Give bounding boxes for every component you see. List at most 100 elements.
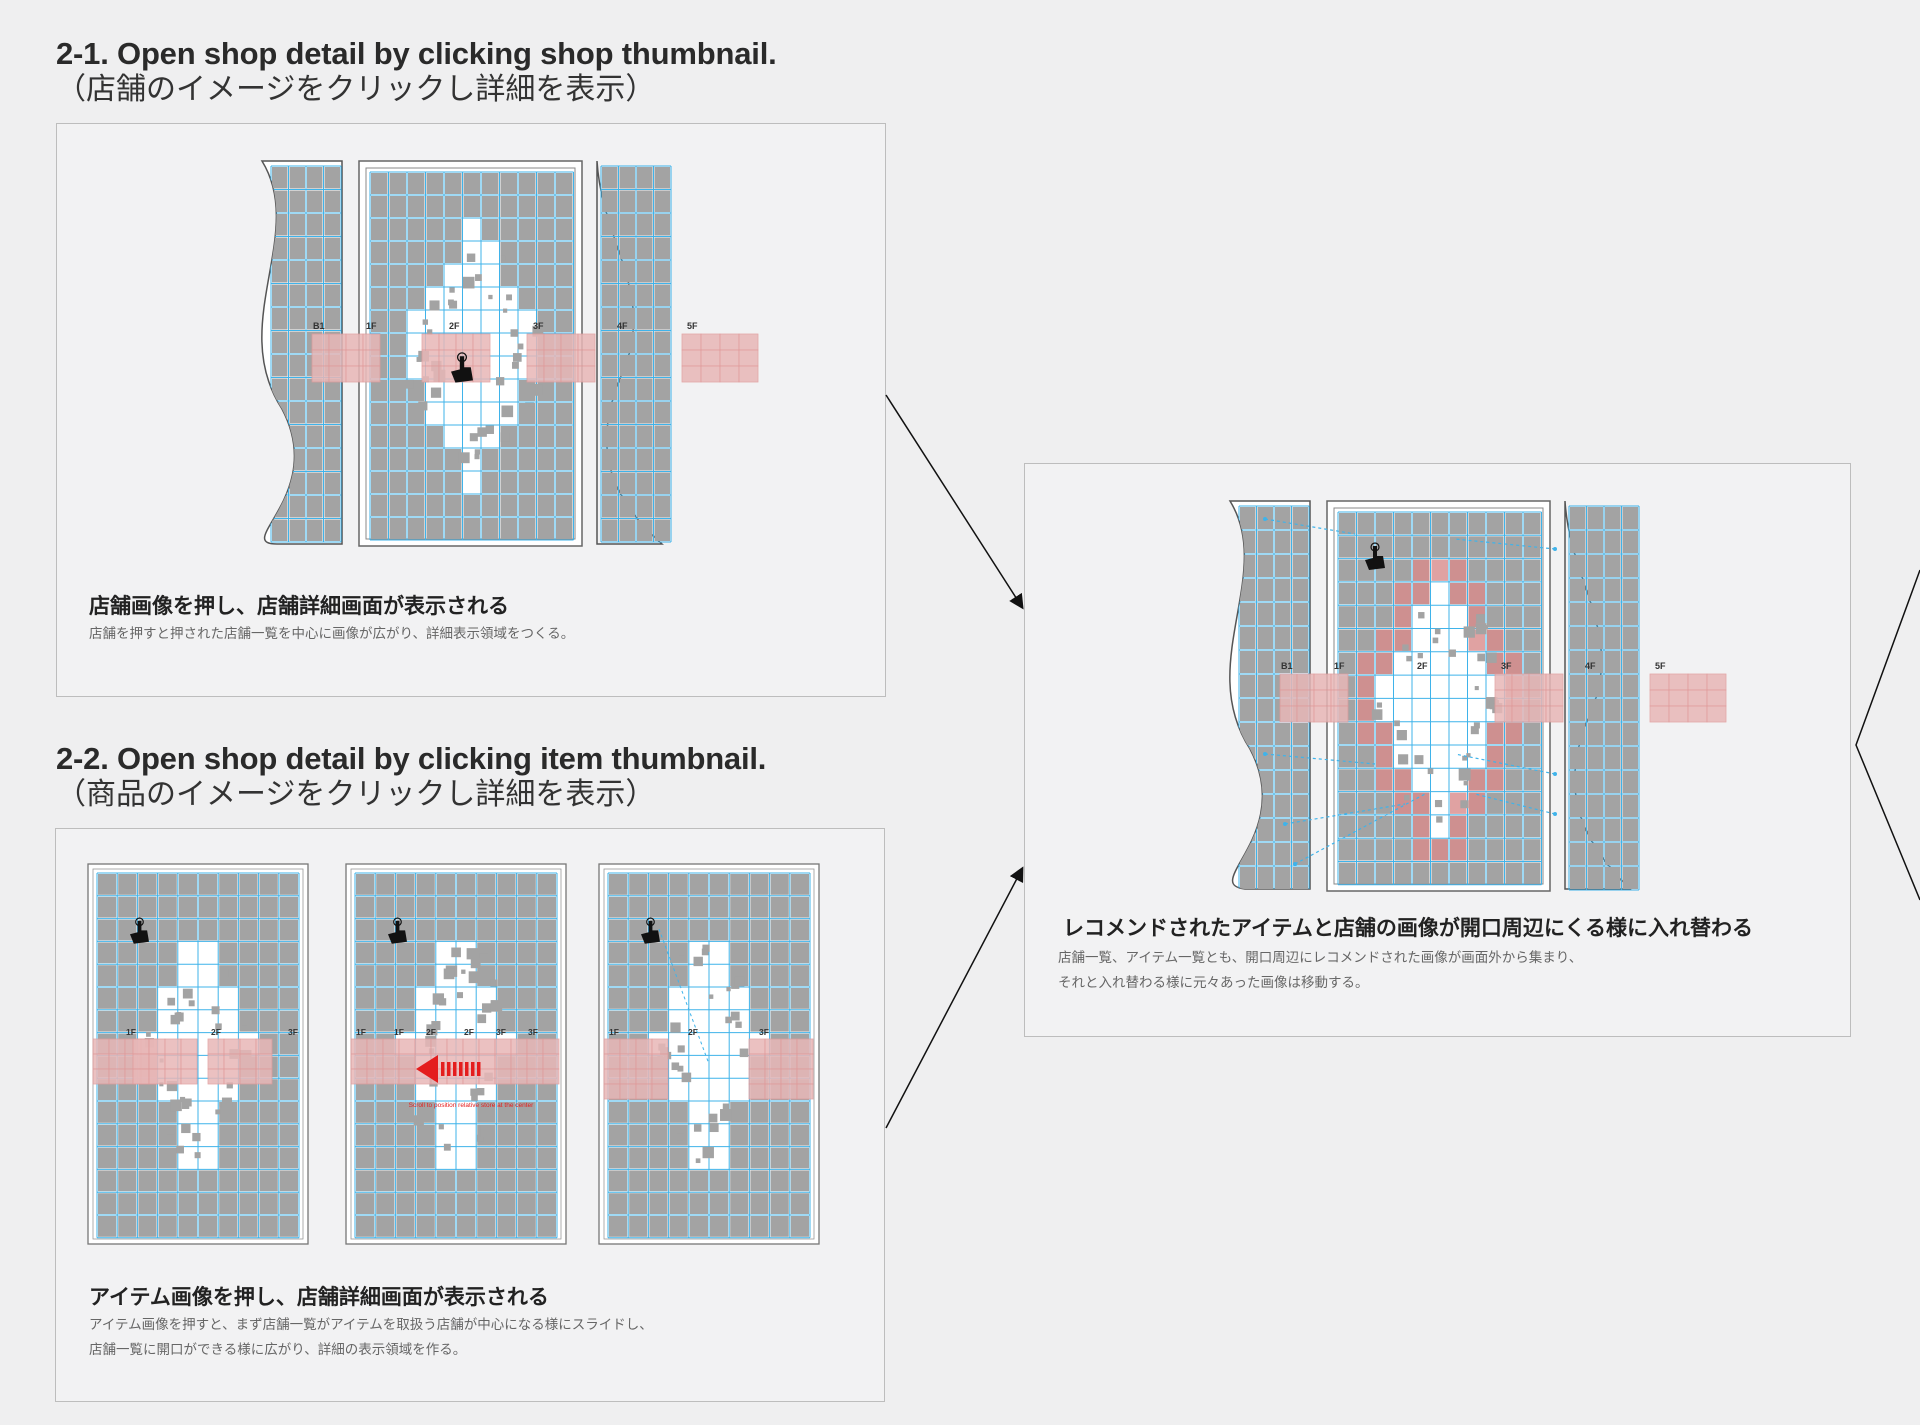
tile [1357,582,1374,605]
recommend-tile [1431,839,1448,861]
tile [422,319,429,325]
tile [637,284,653,306]
tile [602,378,618,400]
recommend-tile [1413,559,1430,581]
tile [609,874,628,895]
highlight-tile [1330,705,1349,723]
tile [1418,612,1425,619]
tile [430,387,442,398]
tile [324,308,340,330]
tile [389,518,406,539]
tile [556,403,573,424]
tile [770,1193,789,1214]
tile [466,948,478,960]
tile [307,284,323,306]
tile [1376,582,1393,605]
tile [451,947,461,958]
tile [158,1147,177,1169]
tile [519,196,536,217]
tile [396,1216,415,1237]
tile [389,196,406,217]
tile [629,1124,648,1146]
tile [457,1216,476,1237]
tap-finger [130,920,149,944]
tile [1524,792,1541,814]
tile [619,261,635,283]
tile [307,308,323,330]
floor-label: 1F [1334,661,1345,671]
tile [517,1124,536,1146]
tile [1460,800,1469,809]
tile [629,874,648,895]
tile [396,988,415,1009]
tile [750,942,769,964]
tile [118,988,137,1009]
tile [710,1170,729,1192]
tile [356,988,375,1009]
tile [1292,819,1308,841]
recommend-tile [1468,792,1485,814]
recommend-tile [1450,559,1467,581]
tile [138,1216,157,1237]
tile [1524,722,1541,744]
tile [629,1102,648,1123]
dotted-arrow [1454,753,1556,775]
tile [1524,629,1541,651]
tile [426,449,443,470]
tile [463,196,480,217]
tile [537,403,554,424]
tile [1275,555,1291,577]
tile [537,265,554,286]
tile [307,167,323,189]
tile [637,402,653,424]
highlight-tile [1545,705,1564,723]
tile [1505,559,1522,581]
tile [649,965,668,986]
tile [537,1102,556,1123]
tile [1570,627,1586,649]
tile [537,965,556,986]
tile [477,896,496,918]
tile [219,1101,224,1107]
tile [490,1000,503,1012]
tile [1605,531,1621,553]
tile [519,288,536,309]
dotted-arrow [1474,793,1556,815]
tile [219,1216,238,1237]
tile [389,449,406,470]
tile [556,173,573,194]
tile [669,896,688,918]
tile [602,214,618,236]
tile [118,1193,137,1214]
tile [445,449,462,470]
tile [619,167,635,189]
tile [1394,815,1411,838]
tile [289,261,305,283]
panel-item-thumbnail: 1F 2F 3F 1F 1F 2F 2F 3F 3F 1F 2F 3F Scroll to pos… [55,828,885,1402]
tile [609,1102,628,1123]
tile [371,518,388,539]
recommend-tile [1468,769,1485,791]
tile [1376,606,1393,628]
tile [426,472,443,493]
tile [1275,531,1291,553]
tile [307,378,323,400]
tile [457,919,476,941]
highlight-tile [472,365,491,383]
dotted-arrow [1294,793,1426,865]
tile [413,1115,424,1126]
tile [619,284,635,306]
tile [654,214,670,236]
tile [660,1103,666,1109]
tile [730,919,749,941]
tile [1292,603,1308,625]
tile [98,1124,117,1146]
floor-label: 2F [688,1027,698,1037]
tile [215,1109,221,1115]
tile [1240,699,1256,721]
tile [1570,579,1586,601]
recommend-tile [1413,839,1430,861]
tile [445,196,462,217]
tile [497,1102,516,1123]
tile [1427,768,1434,775]
